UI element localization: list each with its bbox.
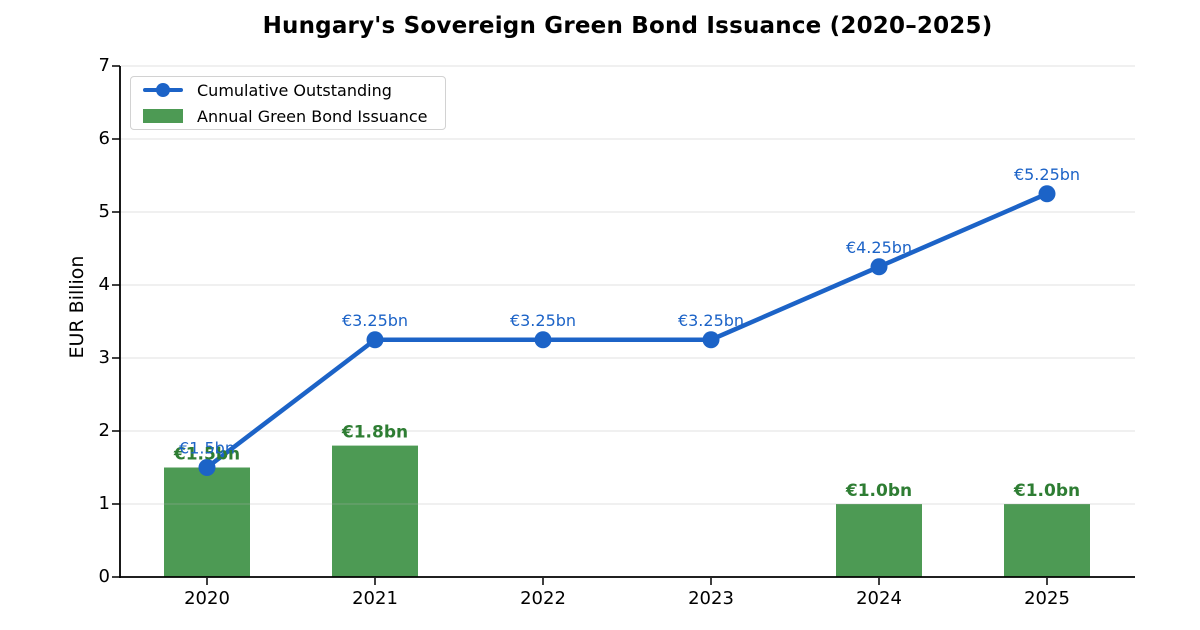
x-tick-label-2020: 2020 <box>184 588 230 609</box>
point-label-2022: €3.25bn <box>510 311 576 330</box>
marker-2024 <box>870 258 888 276</box>
legend: Cumulative Outstanding Annual Green Bond… <box>130 76 446 130</box>
point-label-2024: €4.25bn <box>846 238 912 257</box>
chart-title: Hungary's Sovereign Green Bond Issuance … <box>262 13 993 39</box>
point-label-2021: €3.25bn <box>342 311 408 330</box>
x-tick-label-2022: 2022 <box>520 588 566 609</box>
bar-label-2020: €1.5bn <box>173 445 240 465</box>
y-tick-label-2: 2 <box>98 420 110 441</box>
marker-2023 <box>702 331 720 349</box>
line-marker-icon <box>143 82 183 98</box>
bar-2025 <box>1004 504 1090 577</box>
legend-item-annual: Annual Green Bond Issuance <box>131 105 445 127</box>
x-tick-label-2021: 2021 <box>352 588 398 609</box>
bar-label-2025: €1.0bn <box>1013 481 1080 501</box>
cumulative-line <box>205 191 1048 470</box>
bar-label-2021: €1.8bn <box>341 423 408 443</box>
y-tick-label-0: 0 <box>98 566 110 587</box>
y-tick-label-6: 6 <box>98 128 110 149</box>
x-tick-label-2024: 2024 <box>856 588 902 609</box>
marker-2022 <box>534 331 552 349</box>
y-tick-label-7: 7 <box>98 55 110 76</box>
x-tick-label-2023: 2023 <box>688 588 734 609</box>
bar-swatch-icon <box>143 108 183 124</box>
marker-2021 <box>366 331 384 349</box>
bar-2024 <box>836 504 922 577</box>
y-tick-label-1: 1 <box>98 493 110 514</box>
point-label-2023: €3.25bn <box>678 311 744 330</box>
legend-item-cumulative: Cumulative Outstanding <box>131 79 445 101</box>
y-tick-label-4: 4 <box>98 274 110 295</box>
bar-2021 <box>332 445 418 577</box>
y-tick-label-5: 5 <box>98 201 110 222</box>
bar-2020 <box>164 467 250 577</box>
legend-label-annual: Annual Green Bond Issuance <box>197 106 428 126</box>
marker-2020 <box>198 459 216 476</box>
bar-label-2024: €1.0bn <box>845 481 912 501</box>
legend-label-cumulative: Cumulative Outstanding <box>197 80 392 100</box>
point-label-2020: €1.5bn <box>179 439 235 458</box>
point-label-2025: €5.25bn <box>1014 165 1080 184</box>
x-tick-label-2025: 2025 <box>1024 588 1070 609</box>
marker-2025 <box>1038 185 1056 203</box>
y-tick-label-3: 3 <box>98 347 110 368</box>
